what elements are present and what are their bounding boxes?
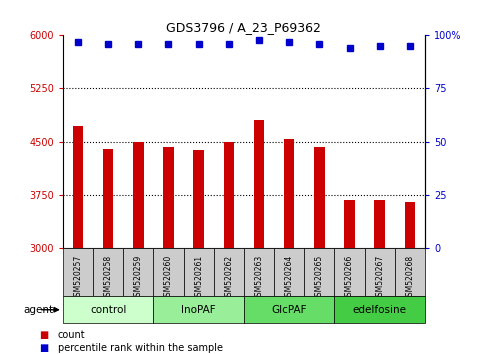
FancyBboxPatch shape bbox=[304, 248, 334, 296]
Text: GSM520257: GSM520257 bbox=[73, 255, 83, 301]
Text: edelfosine: edelfosine bbox=[353, 305, 407, 315]
Text: GSM520260: GSM520260 bbox=[164, 255, 173, 301]
Text: GlcPAF: GlcPAF bbox=[271, 305, 307, 315]
Bar bbox=[133, 142, 143, 248]
Bar bbox=[344, 200, 355, 248]
Text: GSM520263: GSM520263 bbox=[255, 255, 264, 301]
FancyBboxPatch shape bbox=[63, 296, 154, 323]
FancyBboxPatch shape bbox=[93, 248, 123, 296]
FancyBboxPatch shape bbox=[395, 248, 425, 296]
Text: GSM520266: GSM520266 bbox=[345, 255, 354, 301]
Text: GSM520265: GSM520265 bbox=[315, 255, 324, 301]
FancyBboxPatch shape bbox=[365, 248, 395, 296]
Bar bbox=[254, 120, 264, 248]
Text: count: count bbox=[58, 330, 85, 339]
FancyBboxPatch shape bbox=[184, 248, 213, 296]
Text: control: control bbox=[90, 305, 126, 315]
Text: agent: agent bbox=[23, 305, 53, 315]
Bar bbox=[163, 147, 174, 248]
Text: GSM520261: GSM520261 bbox=[194, 255, 203, 301]
Text: ■: ■ bbox=[39, 343, 48, 353]
Text: ■: ■ bbox=[39, 330, 48, 339]
Text: GSM520258: GSM520258 bbox=[103, 255, 113, 301]
Bar bbox=[193, 150, 204, 248]
FancyBboxPatch shape bbox=[154, 296, 244, 323]
FancyBboxPatch shape bbox=[63, 248, 93, 296]
Bar bbox=[314, 147, 325, 248]
Bar bbox=[224, 142, 234, 248]
FancyBboxPatch shape bbox=[123, 248, 154, 296]
FancyBboxPatch shape bbox=[213, 248, 244, 296]
Text: GSM520264: GSM520264 bbox=[284, 255, 294, 301]
Text: percentile rank within the sample: percentile rank within the sample bbox=[58, 343, 223, 353]
FancyBboxPatch shape bbox=[334, 296, 425, 323]
Text: GSM520259: GSM520259 bbox=[134, 255, 143, 301]
Bar bbox=[103, 149, 114, 248]
FancyBboxPatch shape bbox=[334, 248, 365, 296]
FancyBboxPatch shape bbox=[274, 248, 304, 296]
Bar bbox=[72, 126, 83, 248]
Bar bbox=[284, 139, 295, 248]
FancyBboxPatch shape bbox=[154, 248, 184, 296]
FancyBboxPatch shape bbox=[244, 296, 334, 323]
Bar bbox=[405, 202, 415, 248]
Text: GSM520268: GSM520268 bbox=[405, 255, 414, 301]
FancyBboxPatch shape bbox=[244, 248, 274, 296]
Text: InoPAF: InoPAF bbox=[181, 305, 216, 315]
Text: GSM520262: GSM520262 bbox=[224, 255, 233, 301]
Text: GSM520267: GSM520267 bbox=[375, 255, 384, 301]
Title: GDS3796 / A_23_P69362: GDS3796 / A_23_P69362 bbox=[167, 21, 321, 34]
Bar bbox=[374, 200, 385, 248]
